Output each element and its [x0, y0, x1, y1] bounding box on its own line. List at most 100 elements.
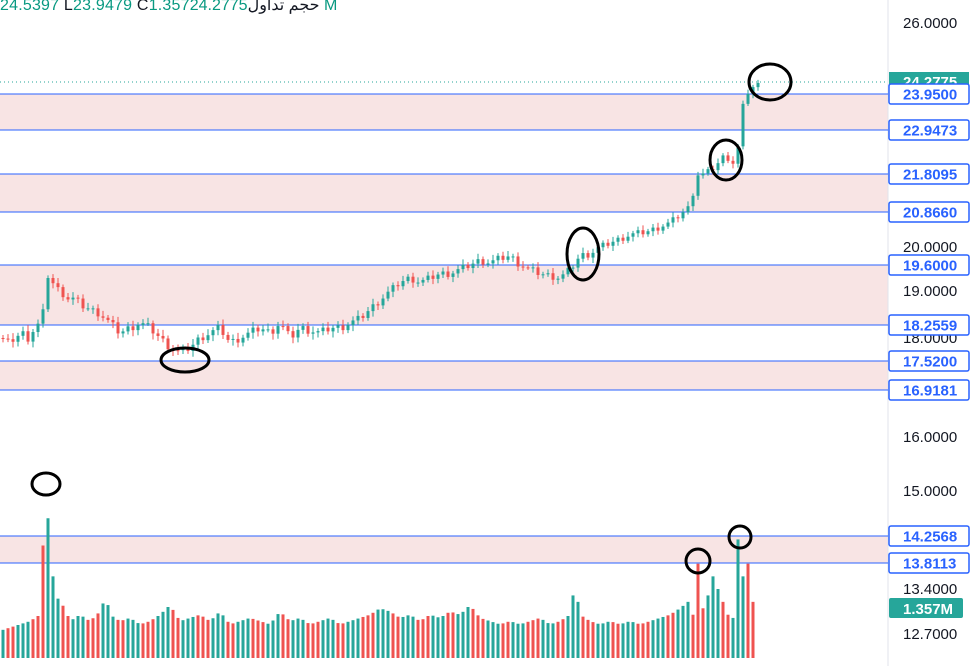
- candle-body: [241, 337, 245, 343]
- volume-label: حجم تداول: [247, 0, 320, 14]
- candle-body: [456, 269, 460, 274]
- candle-body: [356, 315, 360, 321]
- volume-bar: [656, 618, 660, 658]
- candle-body: [371, 304, 375, 312]
- volume-bar: [646, 621, 650, 658]
- candle-body: [366, 311, 370, 318]
- volume-bar: [636, 623, 640, 658]
- candle-body: [666, 222, 670, 227]
- candle-body: [26, 331, 30, 342]
- volume-bar: [741, 576, 745, 658]
- level-badge: [888, 379, 970, 401]
- volume-bar: [711, 576, 715, 658]
- volume-bar: [376, 609, 380, 658]
- candle-body: [546, 273, 550, 275]
- price-axis-tick: 12.7000: [903, 626, 957, 643]
- candle-body: [396, 285, 400, 287]
- volume-bar: [221, 615, 225, 658]
- volume-bar: [326, 618, 330, 658]
- candle-body: [446, 271, 450, 277]
- level-badge: [888, 254, 970, 276]
- candle-body: [411, 276, 415, 283]
- candle-body: [1, 338, 5, 339]
- candle-body: [681, 212, 685, 219]
- candle-body: [431, 275, 435, 279]
- candle-body: [606, 242, 610, 246]
- volume-bar: [246, 618, 250, 658]
- volume-bar: [631, 622, 635, 658]
- volume-bar: [296, 618, 300, 658]
- level-badge-label: 14.2568: [903, 529, 957, 546]
- volume-bar: [206, 619, 210, 658]
- volume-bar: [566, 616, 570, 658]
- low-label: L: [63, 0, 74, 14]
- volume-bar: [341, 623, 345, 658]
- volume-bar: [316, 621, 320, 658]
- candle-body: [436, 274, 440, 279]
- zone-band: [0, 361, 888, 390]
- candle-body: [66, 297, 70, 300]
- volume-bar: [321, 620, 325, 658]
- candle-body: [161, 335, 165, 339]
- volume-bar: [581, 616, 585, 658]
- level-badge: [888, 314, 970, 336]
- candle-body: [196, 337, 200, 345]
- volume-bar: [51, 576, 55, 658]
- candle-body: [166, 338, 170, 350]
- price-axis-tick: 15.0000: [903, 483, 957, 500]
- volume-bar: [56, 598, 60, 658]
- volume-bar: [191, 616, 195, 658]
- candle-body: [441, 271, 445, 275]
- candle-body: [281, 326, 285, 328]
- volume-bar: [331, 619, 335, 658]
- last-value: 24.2775: [189, 0, 248, 14]
- volume-bar: [416, 619, 420, 658]
- level-badge-label: 23.9500: [903, 87, 957, 104]
- candle-body: [541, 274, 545, 276]
- candle-body: [511, 256, 515, 258]
- candle-body: [316, 331, 320, 333]
- candle-body: [506, 256, 510, 260]
- volume-bar: [731, 617, 735, 658]
- volume-bar: [421, 619, 425, 658]
- candle-body: [686, 206, 690, 213]
- candle-body: [311, 332, 315, 334]
- annotation-circle: [747, 62, 793, 102]
- candle-body: [426, 275, 430, 280]
- candle-body: [501, 255, 505, 260]
- candle-body: [76, 297, 80, 299]
- volume-bar: [306, 623, 310, 658]
- candle-body: [16, 335, 20, 342]
- candle-body: [731, 160, 735, 164]
- volume-bar: [351, 620, 355, 658]
- candle-body: [341, 325, 345, 331]
- volume-bar: [486, 620, 490, 658]
- volume-bar: [96, 613, 100, 658]
- volume-bar: [701, 608, 705, 658]
- volume-bar: [136, 623, 140, 658]
- volume-bar: [611, 622, 615, 658]
- volume-bar: [211, 618, 215, 658]
- candle-body: [741, 103, 745, 147]
- volume-bar: [171, 609, 175, 658]
- candle-body: [251, 327, 255, 333]
- volume-bar: [86, 619, 90, 658]
- candle-body: [376, 304, 380, 306]
- volume-bar: [81, 616, 85, 658]
- annotation-circle: [159, 346, 211, 374]
- candle-body: [721, 155, 725, 164]
- candle-body: [301, 326, 305, 330]
- candle-body: [156, 333, 160, 336]
- candle-body: [571, 267, 575, 269]
- volume-bar: [401, 616, 405, 658]
- level-badge: [888, 83, 970, 105]
- volume-bar: [691, 614, 695, 658]
- candle-body: [451, 273, 455, 277]
- candle-body: [351, 320, 355, 326]
- volume-bar: [451, 612, 455, 658]
- candle-body: [11, 339, 15, 342]
- candle-body: [216, 325, 220, 331]
- candle-body: [461, 264, 465, 270]
- candle-body: [111, 320, 115, 323]
